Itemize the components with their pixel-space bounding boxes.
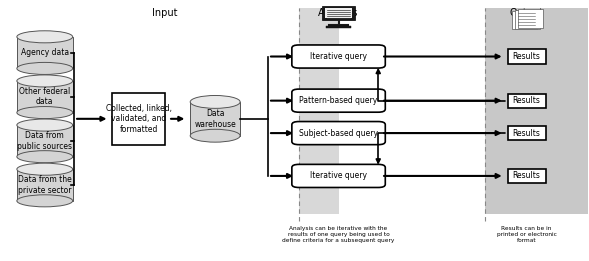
Text: Results: Results (512, 129, 541, 138)
FancyBboxPatch shape (17, 81, 72, 112)
Ellipse shape (17, 75, 72, 87)
Bar (512, 10, 537, 29)
Text: Collected, linked,
validated, and
formatted: Collected, linked, validated, and format… (106, 104, 172, 134)
Text: Agency data: Agency data (21, 48, 69, 57)
Text: Pattern-based query: Pattern-based query (299, 96, 378, 105)
Bar (325, 8, 352, 18)
Text: Results: Results (512, 171, 541, 180)
Bar (299, 9, 339, 213)
Text: Output: Output (509, 9, 544, 19)
Text: Data from the
private sector: Data from the private sector (18, 175, 72, 195)
FancyBboxPatch shape (17, 37, 72, 68)
Text: Analysis: Analysis (319, 9, 359, 19)
Bar (112, 93, 166, 145)
Bar (518, 9, 543, 28)
Text: Results can be in
printed or electronic
format: Results can be in printed or electronic … (497, 226, 557, 243)
Text: Subject-based query: Subject-based query (299, 129, 378, 138)
Text: Results: Results (512, 52, 541, 61)
Text: Analysis can be iterative with the
results of one query being used to
define cri: Analysis can be iterative with the resul… (282, 226, 395, 243)
Ellipse shape (17, 62, 72, 74)
Ellipse shape (17, 106, 72, 118)
FancyBboxPatch shape (292, 122, 385, 145)
FancyBboxPatch shape (190, 102, 240, 136)
Text: Other federal
data: Other federal data (19, 87, 71, 106)
Bar (508, 126, 545, 140)
Ellipse shape (17, 151, 72, 163)
Ellipse shape (17, 119, 72, 131)
Bar (322, 6, 355, 20)
FancyBboxPatch shape (292, 164, 385, 187)
Text: Iterative query: Iterative query (310, 52, 367, 61)
FancyBboxPatch shape (17, 125, 72, 157)
Bar (326, 26, 352, 28)
Text: Data
warehouse: Data warehouse (194, 109, 236, 128)
FancyBboxPatch shape (292, 89, 385, 112)
Ellipse shape (190, 129, 240, 142)
FancyBboxPatch shape (292, 45, 385, 68)
Bar (485, 9, 588, 213)
Ellipse shape (17, 163, 72, 175)
Bar (508, 49, 545, 64)
Ellipse shape (190, 96, 240, 108)
FancyBboxPatch shape (17, 169, 72, 201)
Text: Results: Results (512, 96, 541, 105)
Text: Input: Input (153, 9, 178, 19)
Bar (515, 10, 540, 29)
Ellipse shape (17, 31, 72, 43)
Bar (508, 169, 545, 183)
Text: Iterative query: Iterative query (310, 171, 367, 180)
Bar (508, 93, 545, 108)
Ellipse shape (17, 195, 72, 207)
Text: Data from
public sources: Data from public sources (17, 131, 72, 151)
